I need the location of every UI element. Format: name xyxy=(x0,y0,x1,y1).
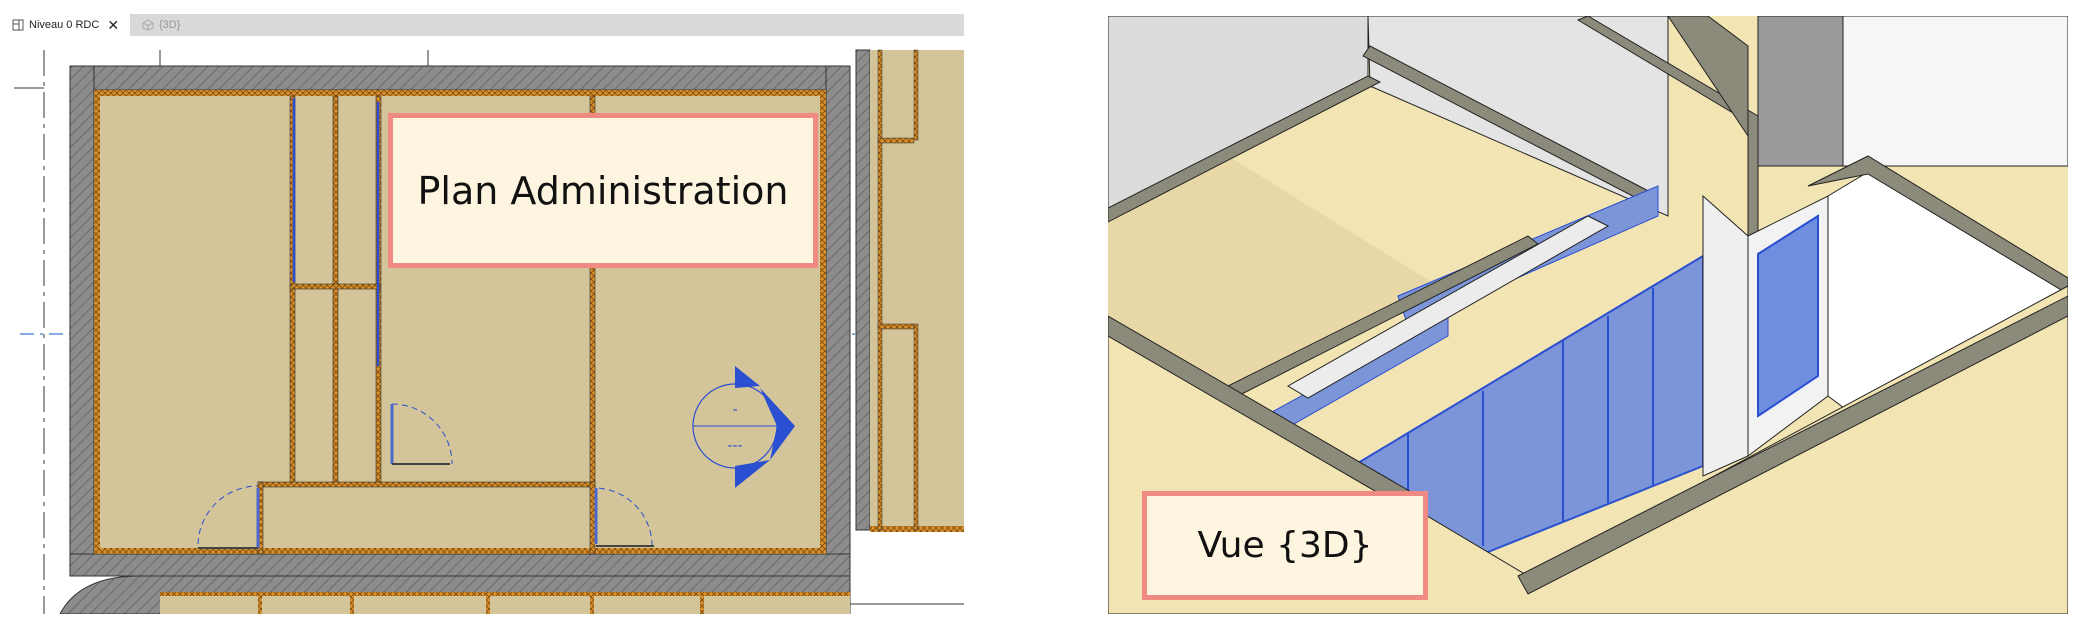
room-right-top[interactable] xyxy=(1842,16,2068,167)
tab-label: Niveau 0 RDC xyxy=(29,19,100,31)
tab-label: {3D} xyxy=(159,19,181,31)
pillar-wall[interactable] xyxy=(1702,194,1749,477)
3d-caption-text: Vue {3D} xyxy=(1197,525,1373,566)
3d-view-icon xyxy=(142,19,154,31)
glass-partitions[interactable] xyxy=(292,98,380,366)
brick-wall[interactable] xyxy=(1757,16,1844,167)
plan-caption-text: Plan Administration xyxy=(417,168,789,213)
door-blue[interactable] xyxy=(1757,214,1819,418)
3d-caption: Vue {3D} xyxy=(1142,491,1428,600)
floor-plan-view[interactable]: Niveau 0 RDC ✕ {3D} xyxy=(0,14,964,614)
close-icon[interactable]: ✕ xyxy=(107,16,120,33)
section-marker-top: - xyxy=(732,402,737,418)
doors[interactable] xyxy=(197,403,654,549)
right-wall-cap[interactable] xyxy=(1807,155,2068,295)
plan-caption: Plan Administration xyxy=(388,113,818,268)
tab-3d-view[interactable]: {3D} xyxy=(130,14,240,36)
tab-niveau-0-rdc[interactable]: Niveau 0 RDC ✕ xyxy=(0,14,130,36)
wall-top-right[interactable] xyxy=(1517,295,2068,595)
exterior-walls[interactable] xyxy=(69,49,871,577)
right-partitions[interactable] xyxy=(877,49,919,531)
floor-plan-icon xyxy=(12,19,24,31)
section-marker[interactable]: - --- xyxy=(692,366,795,488)
wall-tops[interactable] xyxy=(1108,16,1759,247)
corridor-divider[interactable] xyxy=(1287,215,1610,399)
view-tab-bar: Niveau 0 RDC ✕ {3D} xyxy=(0,14,964,36)
lower-walls[interactable] xyxy=(59,575,851,614)
section-marker-bottom: --- xyxy=(727,438,742,454)
